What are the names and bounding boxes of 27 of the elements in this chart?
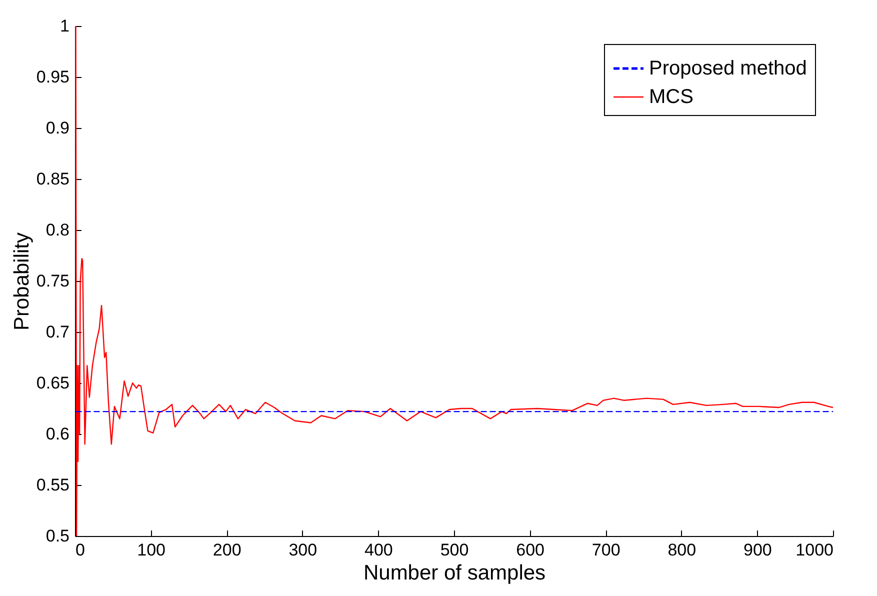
x-tick-label: 500 bbox=[440, 540, 469, 560]
x-tick-label: 400 bbox=[364, 540, 393, 560]
x-tick-label: 1000 bbox=[796, 540, 834, 560]
x-axis-title: Number of samples bbox=[363, 562, 546, 584]
y-tick-label: 0.85 bbox=[36, 170, 70, 188]
y-tick-label: 0.8 bbox=[46, 220, 70, 240]
legend-label: MCS bbox=[649, 86, 694, 108]
legend-label: Proposed method bbox=[649, 58, 807, 80]
x-tick-label: 300 bbox=[288, 540, 318, 560]
y-tick-label: 1 bbox=[60, 16, 70, 36]
x-tick-label: 200 bbox=[212, 540, 242, 560]
y-tick-label: 0.75 bbox=[36, 272, 70, 290]
y-tick-label: 0.9 bbox=[46, 118, 70, 138]
y-axis-title: Probability bbox=[10, 232, 34, 331]
x-tick-label: 700 bbox=[592, 540, 620, 560]
x-tick-label: 600 bbox=[516, 540, 544, 560]
y-tick-label: 0.65 bbox=[36, 374, 70, 392]
y-tick-label: 0.55 bbox=[36, 476, 70, 494]
line-series bbox=[75, 26, 833, 536]
y-tick-label: 0.95 bbox=[36, 68, 70, 86]
y-tick-label: 0.7 bbox=[46, 322, 70, 342]
x-tick-label: 100 bbox=[137, 540, 166, 560]
x-tick-label: 800 bbox=[668, 540, 696, 560]
x-tick-label: 0 bbox=[76, 540, 85, 560]
y-tick-label: 0.5 bbox=[46, 526, 70, 546]
y-tick-label: 0.6 bbox=[46, 424, 70, 444]
x-tick-label: 900 bbox=[744, 540, 772, 560]
